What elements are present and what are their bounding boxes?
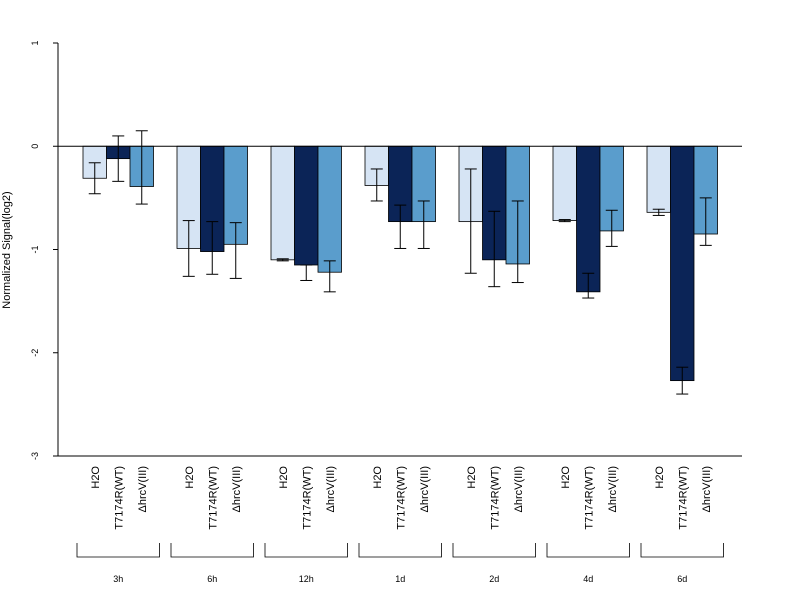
category-label: T7174R(WT) — [395, 466, 407, 530]
y-tick-label: 0 — [30, 144, 40, 149]
category-label: ΔhrcV(III) — [607, 466, 619, 512]
group-label: 2d — [489, 574, 499, 584]
plot-area — [58, 130, 742, 457]
group-label: 4d — [583, 574, 593, 584]
category-label: ΔhrcV(III) — [137, 466, 149, 512]
group-label: 12h — [299, 574, 314, 584]
group-bracket — [76, 543, 160, 558]
bar — [552, 145, 577, 221]
y-axis-label: Normalized Signal(log2) — [1, 191, 13, 308]
category-label: T7174R(WT) — [489, 466, 501, 530]
group-label: 6d — [677, 574, 687, 584]
group-label: 1d — [395, 574, 405, 584]
category-label: ΔhrcV(III) — [231, 466, 243, 512]
bar — [270, 145, 295, 261]
group-bracket — [546, 543, 630, 558]
y-tick-label: -3 — [30, 452, 40, 460]
category-label: ΔhrcV(III) — [513, 466, 525, 512]
group-label: 3h — [113, 574, 123, 584]
group-bracket — [452, 543, 536, 558]
bar — [576, 145, 601, 293]
x-axis-labels: H2O T7174R(WT) ΔhrcV(III) 3h H2O T7174R(WT) Δh… — [76, 466, 724, 584]
category-label: T7174R(WT) — [301, 466, 313, 530]
bar — [294, 145, 319, 266]
bar — [317, 145, 342, 273]
category-label: ΔhrcV(III) — [419, 466, 431, 512]
category-label: T7174R(WT) — [583, 466, 595, 530]
category-label: H2O — [372, 466, 384, 489]
group-bracket — [264, 543, 348, 558]
group-bracket — [358, 543, 442, 558]
y-tick-label: -2 — [30, 349, 40, 357]
y-tick-label: -1 — [30, 245, 40, 253]
category-label: T7174R(WT) — [207, 466, 219, 530]
category-label: ΔhrcV(III) — [701, 466, 713, 512]
category-label: H2O — [278, 466, 290, 489]
category-label: H2O — [466, 466, 478, 489]
category-label: H2O — [560, 466, 572, 489]
category-label: H2O — [90, 466, 102, 489]
category-label: T7174R(WT) — [113, 466, 125, 530]
category-label: H2O — [184, 466, 196, 489]
y-axis: 1 0 -1 -2 -3 — [30, 40, 59, 460]
y-tick-label: 1 — [30, 40, 40, 45]
category-label: ΔhrcV(III) — [325, 466, 337, 512]
group-bracket — [640, 543, 724, 558]
category-label: T7174R(WT) — [677, 466, 689, 530]
group-label: 6h — [207, 574, 217, 584]
bar — [670, 145, 695, 382]
bar — [646, 145, 671, 213]
group-bracket — [170, 543, 254, 558]
category-label: H2O — [654, 466, 666, 489]
